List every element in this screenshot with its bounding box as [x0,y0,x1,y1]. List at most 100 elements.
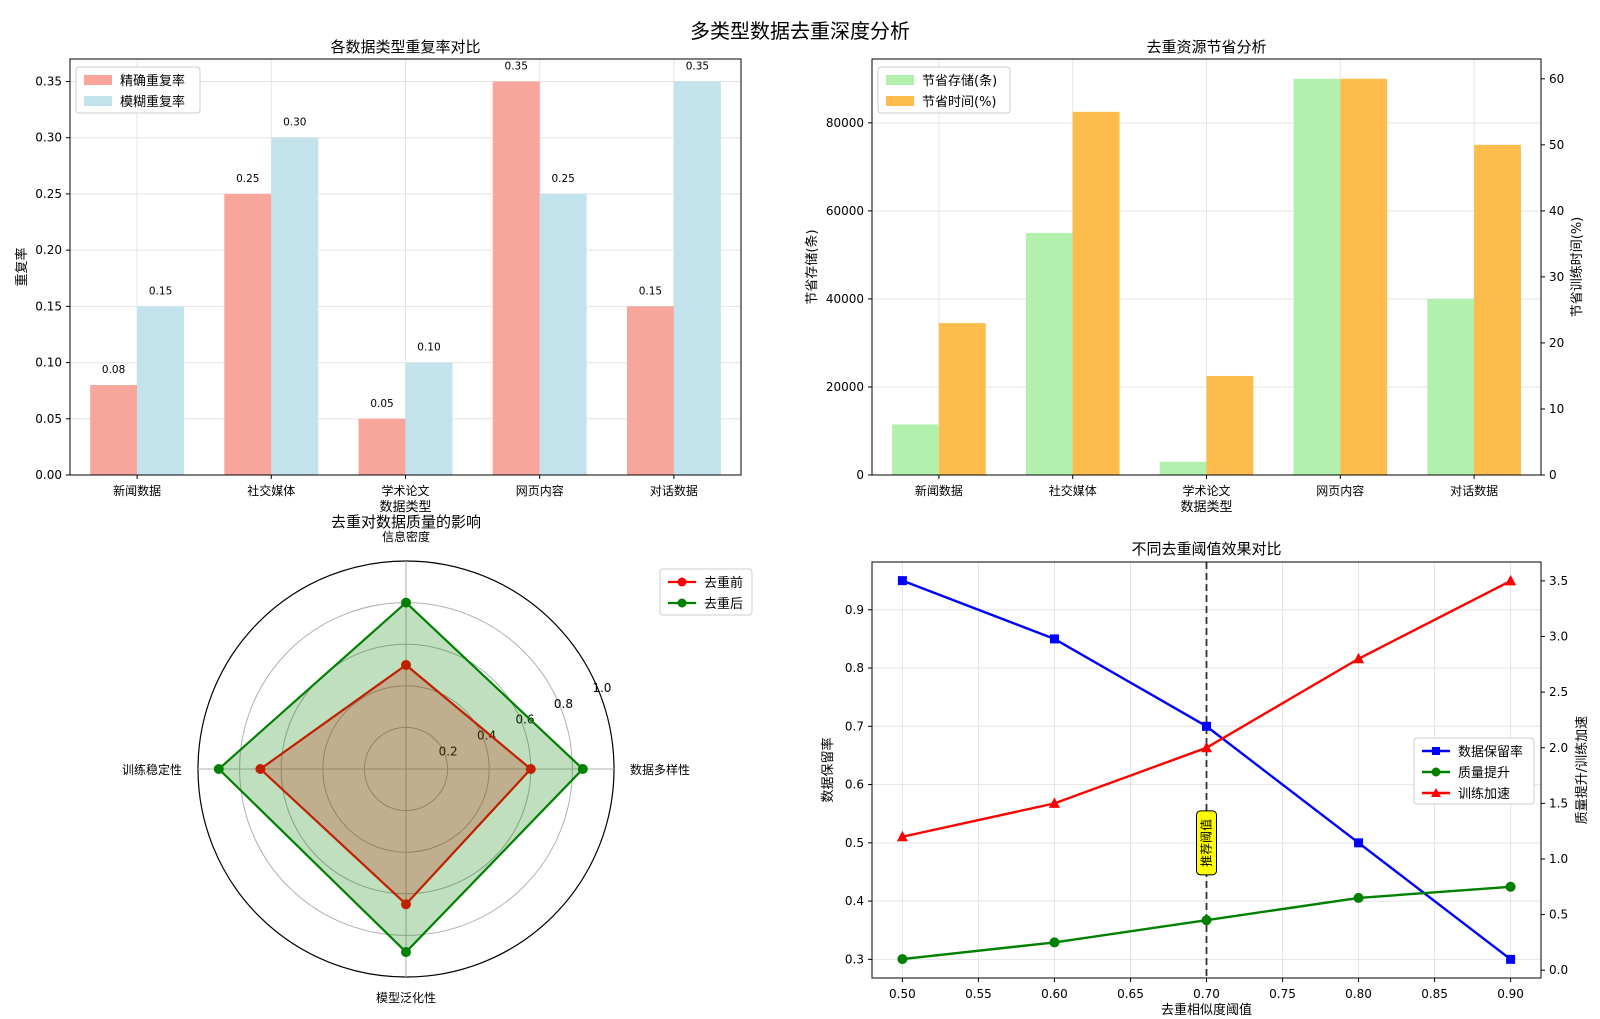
y-tick-label: 80000 [826,116,864,130]
x-tick-label: 学术论文 [381,483,429,498]
x-tick-label: 社交媒体 [1049,483,1097,498]
x-tick-label: 0.50 [889,987,916,1001]
x-tick-label: 0.60 [1041,987,1068,1001]
bar-value-label: 0.35 [686,60,709,72]
y-tick-label: 0.10 [35,356,62,370]
bar [224,193,272,475]
y-right-tick-label: 40 [1549,204,1564,218]
y-tick-label: 0.35 [35,74,62,88]
annotation-label: 推荐阈值 [1199,819,1214,867]
y-tick-label: 60000 [826,204,864,218]
bar [137,306,185,475]
y-right-axis-label: 质量提升/训练加速 [1574,716,1590,824]
x-tick-label: 对话数据 [650,483,698,498]
y-tick-label: 0.30 [35,131,62,145]
radial-tick-label: 0.8 [554,697,573,711]
y-right-tick-label: 2.0 [1549,741,1568,755]
y-right-tick-label: 0 [1549,468,1557,482]
series-point [1049,634,1059,644]
y-right-tick-label: 0.5 [1549,908,1568,922]
radar-point [401,947,411,958]
resource-saving-chart: 0 20000 40000 60000 80000 0 10 20 30 40 50 60 新闻数据 社交… [804,38,1585,515]
bar-value-label: 0.15 [639,285,662,297]
bar [539,193,587,475]
legend-label: 去重后 [704,596,743,612]
y-tick-label: 0.15 [35,299,62,313]
y-tick-label: 0.25 [35,187,62,201]
y-tick-label: 0.5 [845,836,864,850]
radar-area [260,665,531,905]
x-axis-label: 数据类型 [1180,500,1232,515]
y-tick-label: 0.00 [35,468,62,482]
radar-point [401,660,411,670]
radar-area [218,602,583,953]
radar-axis-label: 信息密度 [382,529,430,544]
legend-label: 去重前 [704,575,743,591]
legend-label: 训练加速 [1458,787,1510,802]
x-tick-label: 新闻数据 [915,483,963,498]
bar [1427,298,1475,475]
radial-tick-label: 1.0 [592,681,611,695]
legend-swatch [886,75,914,85]
bar [626,306,674,475]
legend-label: 节省时间(%) [922,95,997,110]
chart-title: 不同去重阈值效果对比 [1131,540,1281,558]
bar [938,323,986,475]
y-tick-label: 0.3 [845,952,864,966]
radar-point [401,597,411,608]
y-right-tick-label: 20 [1549,336,1564,350]
bar [271,137,319,475]
bar [1159,461,1207,475]
x-tick-label: 0.85 [1421,987,1448,1001]
x-tick-label: 网页内容 [516,483,564,498]
legend-marker [677,598,687,608]
bar [1340,78,1388,476]
x-axis-label: 数据类型 [379,500,431,515]
bar [492,81,540,476]
y-tick-label: 0.20 [35,243,62,257]
series-point [1353,892,1364,903]
series-point [897,954,908,965]
bar [1025,232,1073,475]
bar [1474,144,1521,476]
series-point [1201,915,1212,926]
radar-axis-label: 训练稳定性 [122,762,182,777]
series-point [1505,574,1517,586]
bar-value-label: 0.08 [102,364,125,376]
y-right-tick-label: 50 [1549,138,1564,152]
axes-frame [871,58,1542,476]
bar [90,385,138,475]
y-tick-label: 40000 [826,292,864,306]
threshold-effect-chart: 0.50 0.55 0.60 0.65 0.70 0.75 0.80 0.85 0.90 0.3 0… [820,540,1590,1018]
duplicate-rate-chart: 0.00 0.05 0.10 0.15 0.20 0.25 0.30 0.35 新闻数据 社交媒体… [14,38,742,515]
radar-point [577,764,588,774]
bar-value-label: 0.10 [417,342,440,354]
legend-label: 节省存储(条) [922,73,997,89]
bar-value-label: 0.35 [505,60,528,72]
series-point [1049,937,1060,948]
y-right-tick-label: 0.0 [1549,963,1568,977]
y-tick-label: 0.9 [845,603,864,617]
radar-axis-label: 数据多样性 [630,762,690,777]
series-point [1202,721,1211,731]
chart-title: 去重资源节省分析 [1146,38,1266,56]
bar-value-label: 0.30 [283,117,306,129]
series-point [1505,881,1516,892]
bar-value-label: 0.25 [551,173,574,185]
bar-value-label: 0.15 [149,285,172,297]
legend-marker [1431,788,1441,797]
radial-tick-label: 0.2 [439,745,458,759]
y-right-tick-label: 3.5 [1549,574,1568,588]
y-axis-label: 重复率 [14,247,30,286]
radial-tick-label: 0.6 [515,713,534,727]
bar [1072,111,1120,476]
series-point [1048,797,1060,808]
x-tick-label: 对话数据 [1450,483,1498,498]
x-tick-label: 0.90 [1497,987,1524,1001]
series-point [1506,954,1516,964]
bar-value-label: 0.05 [370,398,393,410]
legend-marker [677,577,687,587]
y-right-tick-label: 1.0 [1549,852,1568,866]
